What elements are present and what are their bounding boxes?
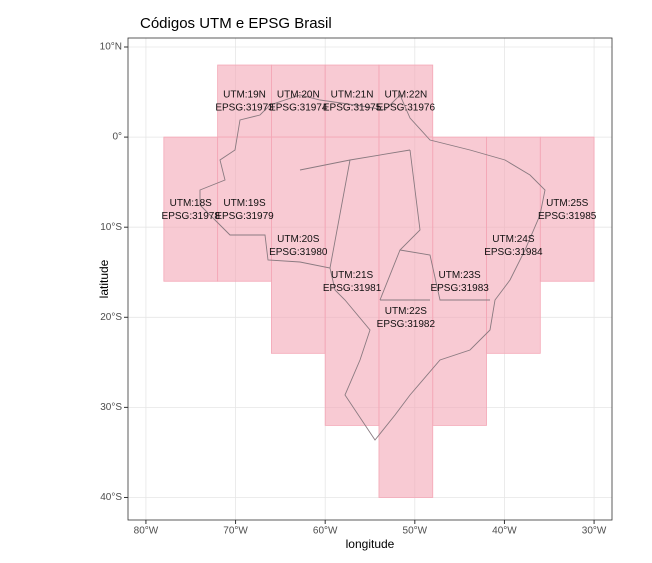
y-axis-title: latitude bbox=[97, 259, 111, 298]
utm-zone bbox=[163, 136, 219, 282]
zone-utm-label: UTM:23S bbox=[439, 270, 482, 281]
y-tick-label: 10°S bbox=[100, 222, 122, 233]
y-tick-label: 30°S bbox=[100, 402, 122, 413]
zone-utm-label: UTM:19S bbox=[223, 198, 266, 209]
zone-epsg-label: EPSG:31974 bbox=[269, 103, 328, 114]
zone-utm-label: UTM:25S bbox=[546, 198, 589, 209]
zone-utm-label: UTM:18S bbox=[170, 198, 213, 209]
utm-zone bbox=[432, 136, 487, 426]
utm-zone bbox=[217, 64, 272, 138]
x-tick-label: 40°W bbox=[492, 526, 517, 537]
zone-utm-label: UTM:24S bbox=[492, 234, 535, 245]
utm-zone bbox=[217, 136, 272, 282]
zone-utm-label: UTM:20S bbox=[277, 234, 320, 245]
chart-title: Códigos UTM e EPSG Brasil bbox=[140, 15, 332, 32]
y-tick-label: 10°N bbox=[100, 42, 122, 53]
zone-epsg-label: EPSG:31985 bbox=[538, 211, 597, 222]
y-tick-label: 0° bbox=[112, 132, 122, 143]
zone-epsg-label: EPSG:31975 bbox=[323, 103, 382, 114]
x-axis-title: longitude bbox=[346, 537, 395, 551]
utm-zone bbox=[378, 136, 434, 498]
utm-zone bbox=[271, 64, 326, 138]
x-tick-label: 80°W bbox=[134, 526, 159, 537]
zone-epsg-label: EPSG:31976 bbox=[377, 103, 436, 114]
y-tick-label: 20°S bbox=[100, 312, 122, 323]
zone-utm-label: UTM:22S bbox=[385, 306, 428, 317]
zone-epsg-label: EPSG:31980 bbox=[269, 247, 328, 258]
zone-epsg-label: EPSG:31978 bbox=[162, 211, 221, 222]
brazil-outline bbox=[199, 94, 546, 441]
zone-utm-label: UTM:21N bbox=[331, 90, 374, 101]
zone-utm-label: UTM:22N bbox=[384, 90, 427, 101]
zone-utm-label: UTM:20N bbox=[277, 90, 320, 101]
utm-zone bbox=[324, 64, 380, 138]
utm-zone bbox=[378, 64, 434, 138]
utm-zone bbox=[271, 136, 326, 354]
x-tick-label: 70°W bbox=[223, 526, 248, 537]
zone-epsg-label: EPSG:31983 bbox=[430, 283, 489, 294]
x-tick-label: 30°W bbox=[582, 526, 607, 537]
zone-epsg-label: EPSG:31973 bbox=[215, 103, 274, 114]
x-tick-label: 60°W bbox=[313, 526, 338, 537]
zone-utm-label: UTM:19N bbox=[223, 90, 266, 101]
utm-zone bbox=[486, 136, 541, 354]
zone-epsg-label: EPSG:31984 bbox=[484, 247, 543, 258]
zone-epsg-label: EPSG:31982 bbox=[377, 319, 436, 330]
panel-border bbox=[127, 37, 613, 521]
utm-zone bbox=[539, 136, 595, 282]
y-tick-label: 40°S bbox=[100, 492, 122, 503]
x-tick-label: 50°W bbox=[403, 526, 428, 537]
zone-epsg-label: EPSG:31981 bbox=[323, 283, 382, 294]
zone-epsg-label: EPSG:31979 bbox=[215, 211, 274, 222]
zone-utm-label: UTM:21S bbox=[331, 270, 374, 281]
